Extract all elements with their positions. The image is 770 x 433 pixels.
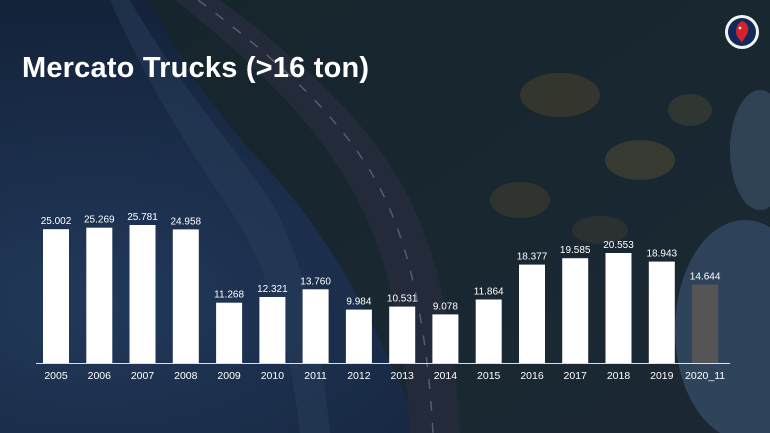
x-tick-label-2018: 2018 — [607, 370, 631, 382]
x-tick-label-2010: 2010 — [261, 370, 285, 382]
bar-2005 — [43, 229, 69, 363]
bar-2020_11 — [692, 284, 719, 363]
data-label-2018: 20.553 — [603, 240, 634, 251]
data-label-2007: 25.781 — [127, 212, 158, 223]
x-tick-label-2015: 2015 — [477, 370, 501, 382]
x-tick-label-2016: 2016 — [520, 370, 544, 382]
x-tick-label-2017: 2017 — [564, 370, 588, 382]
bar-2011 — [302, 289, 329, 363]
data-label-2010: 12.321 — [257, 284, 288, 295]
data-label-2008: 24.958 — [171, 216, 202, 227]
x-tick-label-2019: 2019 — [650, 370, 674, 382]
bar-2019 — [648, 261, 675, 363]
bar-2013 — [389, 306, 416, 363]
bar-2018 — [605, 253, 632, 363]
bar-2016 — [519, 264, 545, 363]
bar-2009 — [216, 302, 243, 363]
data-label-2006: 25.269 — [84, 215, 115, 226]
bar-2008 — [172, 229, 199, 363]
data-label-2017: 19.585 — [560, 245, 591, 256]
x-tick-label-2014: 2014 — [434, 370, 458, 382]
x-tick-label-2020_11: 2020_11 — [685, 370, 725, 382]
bar-2006 — [86, 227, 113, 363]
bar-2012 — [345, 309, 372, 363]
x-tick-label-2013: 2013 — [391, 370, 415, 382]
data-label-2012: 9.984 — [346, 297, 371, 308]
data-label-2011: 13.760 — [300, 276, 331, 287]
x-tick-label-2007: 2007 — [131, 370, 155, 382]
data-label-2014: 9.078 — [433, 301, 458, 312]
bar-2010 — [259, 297, 286, 363]
bar-2017 — [562, 258, 589, 363]
x-tick-label-2012: 2012 — [347, 370, 371, 382]
x-tick-label-2009: 2009 — [217, 370, 241, 382]
data-label-2019: 18.943 — [647, 249, 678, 260]
griffin-logo-icon — [725, 15, 759, 49]
x-tick-label-2006: 2006 — [88, 370, 112, 382]
bar-2014 — [432, 314, 459, 363]
x-tick-label-2005: 2005 — [44, 370, 68, 382]
data-label-2016: 18.377 — [517, 252, 548, 263]
data-label-2013: 10.531 — [387, 294, 418, 305]
bar-2015 — [475, 299, 502, 363]
x-tick-label-2011: 2011 — [304, 370, 327, 382]
x-tick-label-2008: 2008 — [174, 370, 198, 382]
data-label-2015: 11.864 — [474, 287, 504, 298]
slide-title: Mercato Trucks (>16 ton) — [22, 52, 370, 84]
data-label-2005: 25.002 — [41, 216, 72, 227]
data-label-2020_11: 14.644 — [690, 272, 721, 283]
bar-2007 — [129, 225, 156, 363]
data-label-2009: 11.268 — [214, 290, 244, 301]
